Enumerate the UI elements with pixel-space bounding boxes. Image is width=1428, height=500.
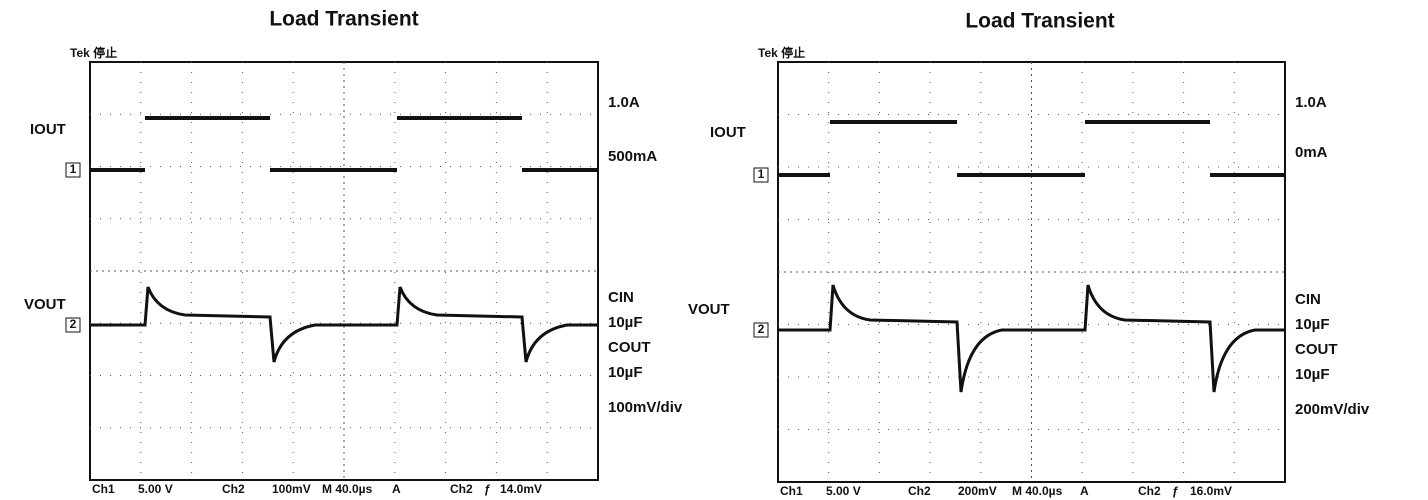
footer-text: 5.00 V xyxy=(826,484,861,498)
channel-marker: 2 xyxy=(70,317,77,331)
footer-text: Ch2 xyxy=(450,482,473,496)
footer-text: Ch2 xyxy=(908,484,931,498)
footer-text: A xyxy=(392,482,401,496)
footer-text: 14.0mV xyxy=(500,482,542,496)
footer-text: Ch1 xyxy=(92,482,115,496)
scope-panel: Load Transient Tek 停止 IOUT VOUT 1 2 1.0A 0mA CIN… xyxy=(688,10,1370,499)
footer-text: Ch2 xyxy=(222,482,245,496)
right-label: 200mV/div xyxy=(1295,401,1370,418)
right-label: COUT xyxy=(608,339,651,356)
footer-text: 100mV xyxy=(272,482,311,496)
right-label: CIN xyxy=(1295,291,1321,308)
scope-panel: Load Transient Tek 停止 IOUT VOUT 1 2 1.0A 500mA C… xyxy=(24,8,683,497)
footer-text: 200mV xyxy=(958,484,997,498)
channel-marker: 1 xyxy=(70,162,77,176)
footer-text: 5.00 V xyxy=(138,482,173,496)
right-label: 10µF xyxy=(1295,366,1330,383)
trace-label: VOUT xyxy=(24,296,66,313)
panel-title: Load Transient xyxy=(269,8,418,31)
footer-text: ƒ xyxy=(1172,484,1179,498)
scope-figure: Load Transient Tek 停止 IOUT VOUT 1 2 1.0A 500mA C… xyxy=(0,0,1428,500)
channel-marker: 1 xyxy=(758,167,765,181)
trace-label: VOUT xyxy=(688,301,730,318)
scope-status: Tek 停止 xyxy=(70,45,117,60)
right-label: 10µF xyxy=(608,364,643,381)
footer-text: ƒ xyxy=(484,482,491,496)
right-label: 500mA xyxy=(608,148,657,165)
footer-text: A xyxy=(1080,484,1089,498)
right-label: CIN xyxy=(608,289,634,306)
right-label: 1.0A xyxy=(1295,94,1327,111)
trace-label: IOUT xyxy=(30,121,66,138)
footer-text: M 40.0µs xyxy=(1012,484,1063,498)
trace-label: IOUT xyxy=(710,124,746,141)
right-label: 10µF xyxy=(608,314,643,331)
footer-text: 16.0mV xyxy=(1190,484,1232,498)
scope-status: Tek 停止 xyxy=(758,45,805,60)
right-label: 100mV/div xyxy=(608,399,683,416)
footer-text: Ch1 xyxy=(780,484,803,498)
right-label: COUT xyxy=(1295,341,1338,358)
right-label: 10µF xyxy=(1295,316,1330,333)
right-label: 0mA xyxy=(1295,144,1328,161)
panel-title: Load Transient xyxy=(965,10,1114,33)
footer-text: Ch2 xyxy=(1138,484,1161,498)
right-label: 1.0A xyxy=(608,94,640,111)
channel-marker: 2 xyxy=(758,322,765,336)
footer-text: M 40.0µs xyxy=(322,482,373,496)
